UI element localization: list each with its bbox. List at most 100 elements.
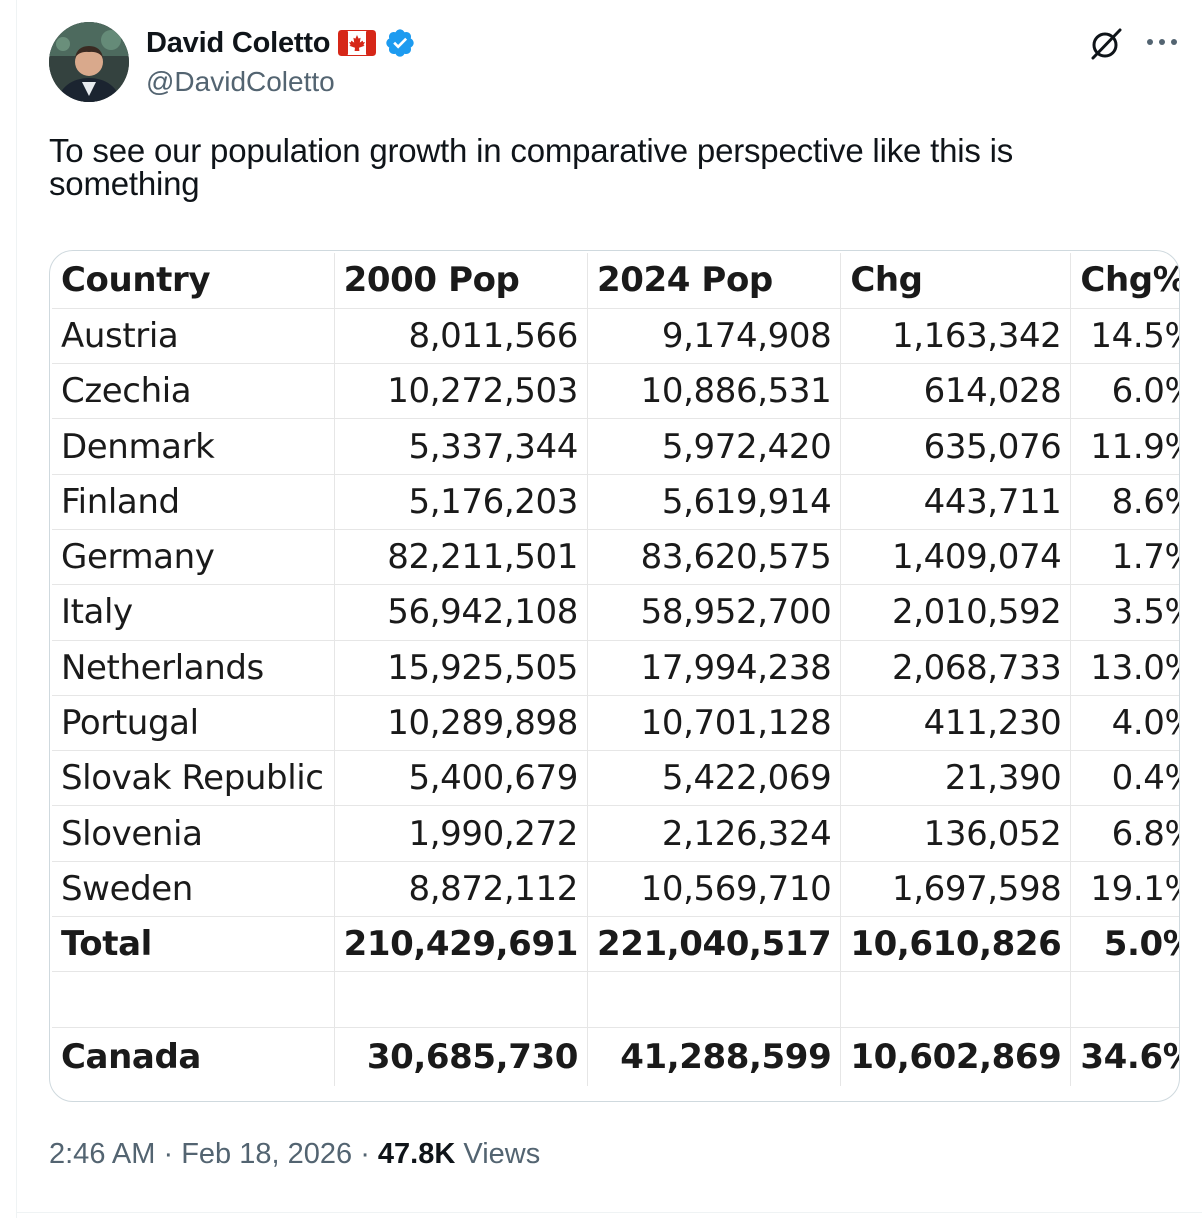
cell-2000-pop: 15,925,505 xyxy=(333,639,588,696)
cell-country: Czechia xyxy=(52,363,335,420)
header-country: Country xyxy=(52,253,335,309)
header-2000-pop: 2000 Pop xyxy=(333,253,588,309)
avatar[interactable] xyxy=(49,22,129,102)
cell-chg: 443,711 xyxy=(840,473,1072,530)
cell-chg-pct: 8.6% xyxy=(1070,473,1179,530)
cell-2000-pop: 10,272,503 xyxy=(333,363,588,420)
cell-country: Portugal xyxy=(52,694,335,752)
grok-icon[interactable] xyxy=(1088,26,1124,62)
cell-chg-pct: 19.1% xyxy=(1070,860,1179,918)
cell-2000-pop: 10,289,898 xyxy=(333,694,588,752)
table-row: Slovenia 1,990,272 2,126,324 136,052 6.8… xyxy=(52,805,1179,862)
cell-2000-pop: 5,176,203 xyxy=(333,473,588,530)
tweet-meta: 2:46 AM · Feb 18, 2026 · 47.8K Views xyxy=(49,1138,540,1171)
cell-2024-pop: 17,994,238 xyxy=(586,639,842,696)
cell-2024-pop: 2,126,324 xyxy=(586,805,842,862)
views-label: Views xyxy=(463,1138,541,1170)
cell-empty xyxy=(52,971,335,1029)
header-2024-pop: 2024 Pop xyxy=(586,253,842,309)
table-row: Austria 8,011,566 9,174,908 1,163,342 14… xyxy=(52,307,1179,365)
cell-chg: 21,390 xyxy=(840,750,1072,807)
cell-chg: 411,230 xyxy=(840,694,1072,752)
views-count[interactable]: 47.8K xyxy=(377,1138,456,1170)
table-header-row: Country 2000 Pop 2024 Pop Chg Chg% xyxy=(52,253,1179,309)
cell-empty xyxy=(586,971,842,1029)
cell-2024-pop: 58,952,700 xyxy=(586,584,842,641)
cell-chg-pct: 5.0% xyxy=(1070,916,1179,973)
cell-country: Netherlands xyxy=(52,639,335,696)
cell-chg-pct: 6.0% xyxy=(1070,363,1179,420)
cell-country: Finland xyxy=(52,473,335,530)
cell-chg-pct: 0.4% xyxy=(1070,750,1179,807)
cell-empty xyxy=(840,971,1072,1029)
cell-country: Italy xyxy=(52,584,335,641)
cell-2024-pop: 221,040,517 xyxy=(586,916,842,973)
cell-2000-pop: 8,011,566 xyxy=(333,307,588,365)
cell-chg-pct: 11.9% xyxy=(1070,418,1179,475)
meta-separator: · xyxy=(360,1138,370,1170)
cell-chg: 10,610,826 xyxy=(840,916,1072,973)
cell-country: Total xyxy=(52,916,335,973)
author-display-name[interactable]: David Coletto xyxy=(146,26,331,59)
cell-2024-pop: 9,174,908 xyxy=(586,307,842,365)
table-total-row: Total 210,429,691 221,040,517 10,610,826… xyxy=(52,916,1179,973)
cell-chg-pct: 1.7% xyxy=(1070,528,1179,586)
header-chg-pct: Chg% xyxy=(1070,253,1179,309)
cell-country: Germany xyxy=(52,528,335,586)
cell-2024-pop: 5,972,420 xyxy=(586,418,842,475)
cell-chg: 635,076 xyxy=(840,418,1072,475)
tweet-time[interactable]: 2:46 AM xyxy=(49,1138,156,1170)
table-row: Germany 82,211,501 83,620,575 1,409,074 … xyxy=(52,528,1179,586)
tweet-date[interactable]: Feb 18, 2026 xyxy=(181,1138,353,1170)
author-name-row: David Coletto xyxy=(146,24,416,62)
header-chg: Chg xyxy=(840,253,1072,309)
cell-2024-pop: 10,569,710 xyxy=(586,860,842,918)
table-row: Netherlands 15,925,505 17,994,238 2,068,… xyxy=(52,639,1179,696)
cell-country: Denmark xyxy=(52,418,335,475)
cell-empty xyxy=(1070,971,1179,1029)
table-row: Finland 5,176,203 5,619,914 443,711 8.6% xyxy=(52,473,1179,530)
tweet-text: To see our population growth in comparat… xyxy=(49,134,1149,200)
cell-2000-pop: 210,429,691 xyxy=(333,916,588,973)
verified-badge-icon[interactable] xyxy=(384,27,416,59)
population-table: Country 2000 Pop 2024 Pop Chg Chg% Austr… xyxy=(52,253,1179,1086)
tweet-media-image[interactable]: Country 2000 Pop 2024 Pop Chg Chg% Austr… xyxy=(49,250,1180,1102)
table-row: Denmark 5,337,344 5,972,420 635,076 11.9… xyxy=(52,418,1179,475)
cell-country: Canada xyxy=(52,1027,335,1086)
cell-chg-pct: 34.6% xyxy=(1070,1027,1179,1086)
cell-chg: 1,163,342 xyxy=(840,307,1072,365)
tweet-text-line: something xyxy=(49,165,200,202)
cell-chg: 2,068,733 xyxy=(840,639,1072,696)
cell-country: Austria xyxy=(52,307,335,365)
table-row: Slovak Republic 5,400,679 5,422,069 21,3… xyxy=(52,750,1179,807)
cell-2000-pop: 56,942,108 xyxy=(333,584,588,641)
meta-separator: · xyxy=(163,1138,174,1170)
cell-country: Slovenia xyxy=(52,805,335,862)
table-row: Sweden 8,872,112 10,569,710 1,697,598 19… xyxy=(52,860,1179,918)
table-row: Czechia 10,272,503 10,886,531 614,028 6.… xyxy=(52,363,1179,420)
cell-2000-pop: 1,990,272 xyxy=(333,805,588,862)
table-row: Portugal 10,289,898 10,701,128 411,230 4… xyxy=(52,694,1179,752)
author-handle[interactable]: @DavidColetto xyxy=(146,66,335,97)
cell-2024-pop: 5,619,914 xyxy=(586,473,842,530)
cell-2000-pop: 5,337,344 xyxy=(333,418,588,475)
more-dots-icon[interactable] xyxy=(1142,26,1182,58)
cell-chg: 614,028 xyxy=(840,363,1072,420)
cell-2000-pop: 8,872,112 xyxy=(333,860,588,918)
table-canada-row: Canada 30,685,730 41,288,599 10,602,869 … xyxy=(52,1027,1179,1086)
table-row: Italy 56,942,108 58,952,700 2,010,592 3.… xyxy=(52,584,1179,641)
cell-chg: 136,052 xyxy=(840,805,1072,862)
cell-chg-pct: 3.5% xyxy=(1070,584,1179,641)
cell-2024-pop: 10,701,128 xyxy=(586,694,842,752)
cell-chg: 10,602,869 xyxy=(840,1027,1072,1086)
cell-2000-pop: 30,685,730 xyxy=(333,1027,588,1086)
cell-chg: 1,697,598 xyxy=(840,860,1072,918)
cell-empty xyxy=(333,971,588,1029)
cell-country: Sweden xyxy=(52,860,335,918)
table-blank-row xyxy=(52,971,1179,1029)
cell-2024-pop: 83,620,575 xyxy=(586,528,842,586)
cell-chg: 1,409,074 xyxy=(840,528,1072,586)
cell-chg-pct: 14.5% xyxy=(1070,307,1179,365)
cell-2024-pop: 10,886,531 xyxy=(586,363,842,420)
cell-chg-pct: 4.0% xyxy=(1070,694,1179,752)
